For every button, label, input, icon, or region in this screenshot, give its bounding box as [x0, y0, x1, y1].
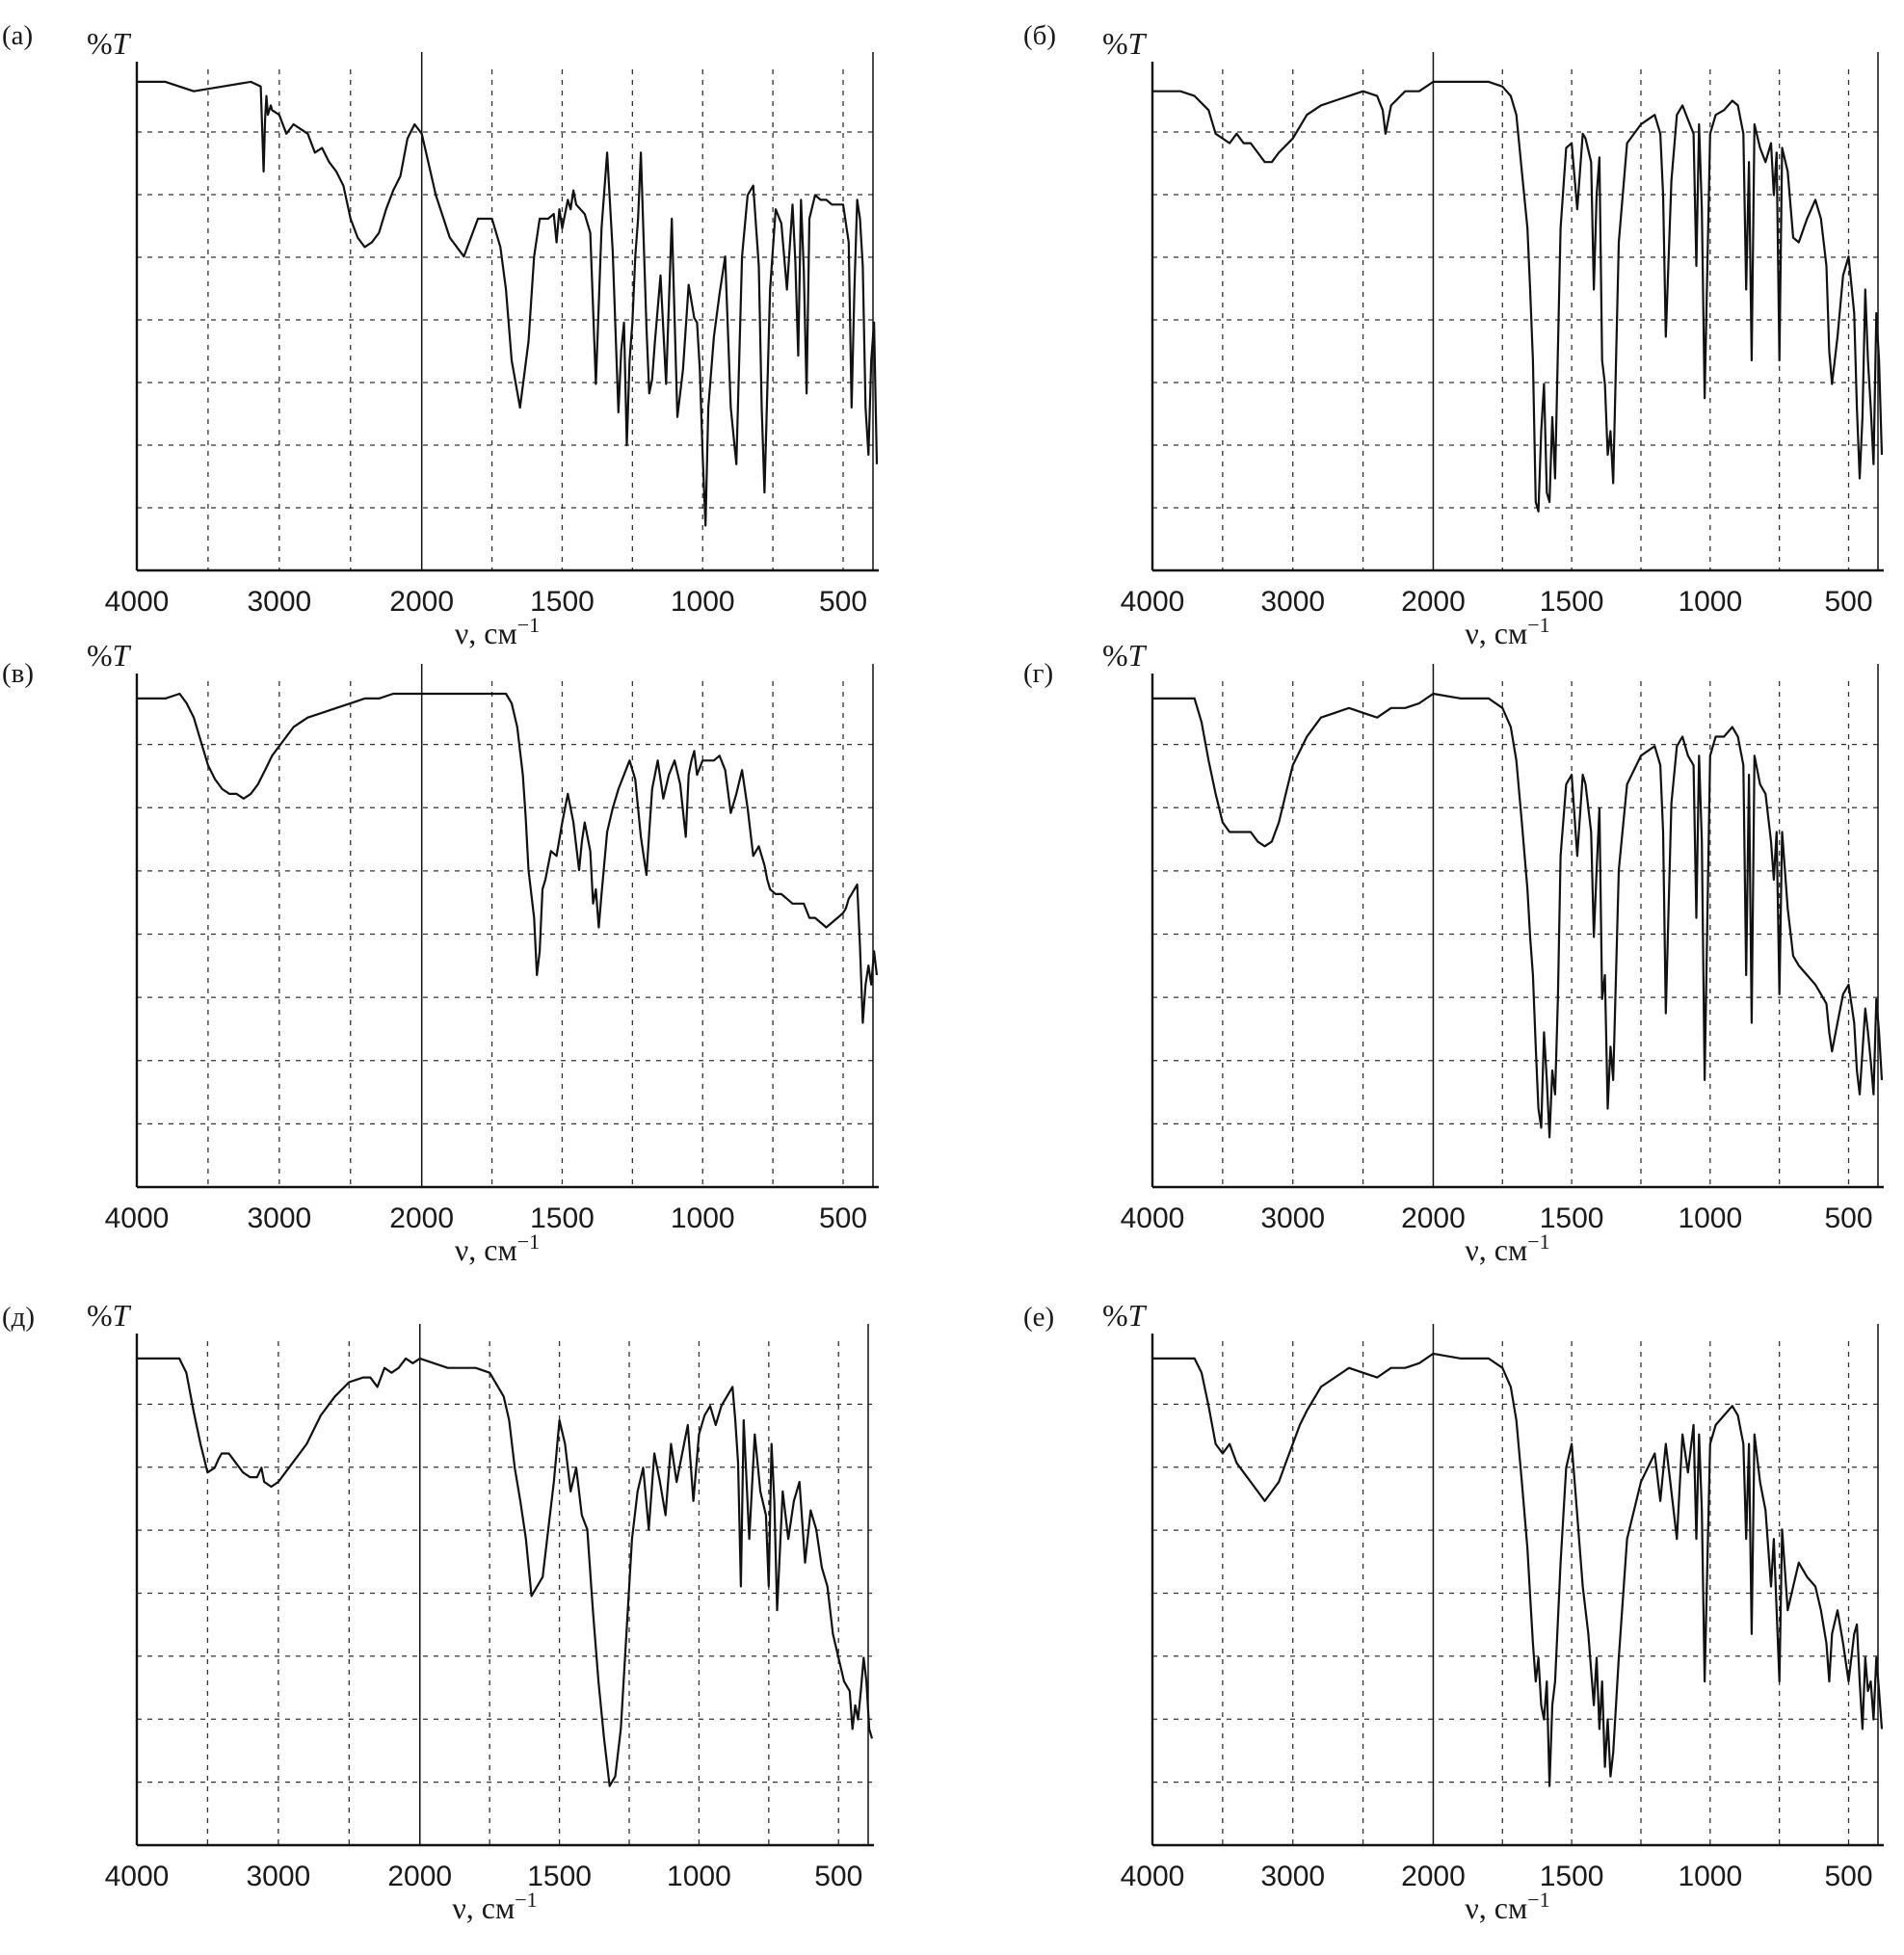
x-tick-label: 2000	[1401, 1861, 1466, 1892]
spectrum-panel-5: 4000 3000 2000 1500 1000 500 (д) %T ν, см−1	[2, 1298, 874, 1925]
y-axis-label: %T	[87, 638, 132, 673]
y-axis-label: %T	[87, 26, 132, 61]
x-tick-label: 4000	[105, 1202, 170, 1234]
spectrum-panel-2: 4000 3000 2000 1500 1000 500 (б) %T ν, см−1	[1023, 20, 1884, 650]
spectrum-panel-3: 4000 3000 2000 1500 1000 500 (в) %T ν, см−1	[2, 638, 879, 1267]
x-tick-label: 1500	[530, 1202, 595, 1234]
x-axis-label: ν, см−1	[455, 1229, 540, 1268]
spectrum-trace	[137, 692, 879, 1024]
spectrum-trace	[1152, 1352, 1884, 1787]
spectrum-trace	[1152, 692, 1884, 1139]
x-tick-label: 4000	[1121, 1861, 1185, 1892]
spectrum-panel-4: 4000 3000 2000 1500 1000 500 (г) %T ν, см−1	[1023, 638, 1884, 1267]
spectrum-trace	[137, 1357, 874, 1787]
x-tick-label: 3000	[247, 1202, 311, 1234]
x-tick-label: 500	[1824, 586, 1872, 618]
x-tick-label: 3000	[1260, 586, 1325, 618]
x-axis-label: ν, см−1	[1465, 613, 1549, 651]
x-tick-label: 2000	[389, 586, 454, 618]
x-tick-label: 500	[1824, 1861, 1872, 1892]
panel-label: (б)	[1023, 20, 1056, 51]
x-tick-label: 3000	[247, 586, 311, 618]
x-tick-label: 1000	[667, 1861, 731, 1892]
panel-label: (д)	[2, 1302, 35, 1333]
panel-label: (а)	[2, 20, 33, 51]
x-tick-label: 3000	[247, 1861, 311, 1892]
x-tick-label: 1000	[1678, 1861, 1742, 1892]
spectrum-trace	[137, 80, 879, 527]
spectrum-panel-1: 4000 3000 2000 1500 1000 500 (а) %T ν, см−1	[2, 20, 879, 650]
x-tick-label: 500	[819, 1202, 867, 1234]
x-tick-label: 1000	[671, 1202, 735, 1234]
panel-label: (в)	[2, 658, 34, 689]
spectrum-trace	[1152, 80, 1884, 513]
x-tick-label: 4000	[1121, 1202, 1185, 1234]
x-tick-label: 1000	[1678, 586, 1742, 618]
x-tick-label: 2000	[1401, 1202, 1466, 1234]
y-axis-label: %T	[87, 1298, 132, 1333]
x-axis-label: ν, см−1	[1465, 1888, 1549, 1926]
x-tick-label: 3000	[1260, 1202, 1325, 1234]
x-tick-label: 1500	[1540, 1861, 1604, 1892]
x-tick-label: 3000	[1260, 1861, 1325, 1892]
x-tick-label: 1000	[671, 586, 735, 618]
panel-label: (г)	[1023, 658, 1053, 689]
y-axis-label: %T	[1102, 638, 1148, 673]
panel-label: (е)	[1023, 1302, 1054, 1333]
x-axis-label: ν, см−1	[455, 613, 540, 651]
x-tick-label: 1500	[1540, 586, 1604, 618]
x-tick-label: 1500	[530, 586, 595, 618]
x-axis-label: ν, см−1	[452, 1888, 537, 1926]
y-axis-label: %T	[1102, 1298, 1148, 1333]
x-tick-label: 4000	[105, 1861, 170, 1892]
x-tick-label: 4000	[105, 586, 170, 618]
y-axis-label: %T	[1102, 26, 1148, 61]
x-tick-label: 1500	[527, 1861, 592, 1892]
x-tick-label: 2000	[387, 1861, 452, 1892]
x-tick-label: 2000	[1401, 586, 1466, 618]
x-tick-label: 1500	[1540, 1202, 1604, 1234]
x-tick-label: 2000	[389, 1202, 454, 1234]
x-tick-label: 1000	[1678, 1202, 1742, 1234]
x-tick-label: 500	[814, 1861, 862, 1892]
spectrum-panel-6: 4000 3000 2000 1500 1000 500 (е) %T ν, см−1	[1023, 1298, 1884, 1925]
x-tick-label: 500	[1824, 1202, 1872, 1234]
x-axis-label: ν, см−1	[1465, 1229, 1549, 1268]
x-tick-label: 4000	[1121, 586, 1185, 618]
x-tick-label: 500	[819, 586, 867, 618]
